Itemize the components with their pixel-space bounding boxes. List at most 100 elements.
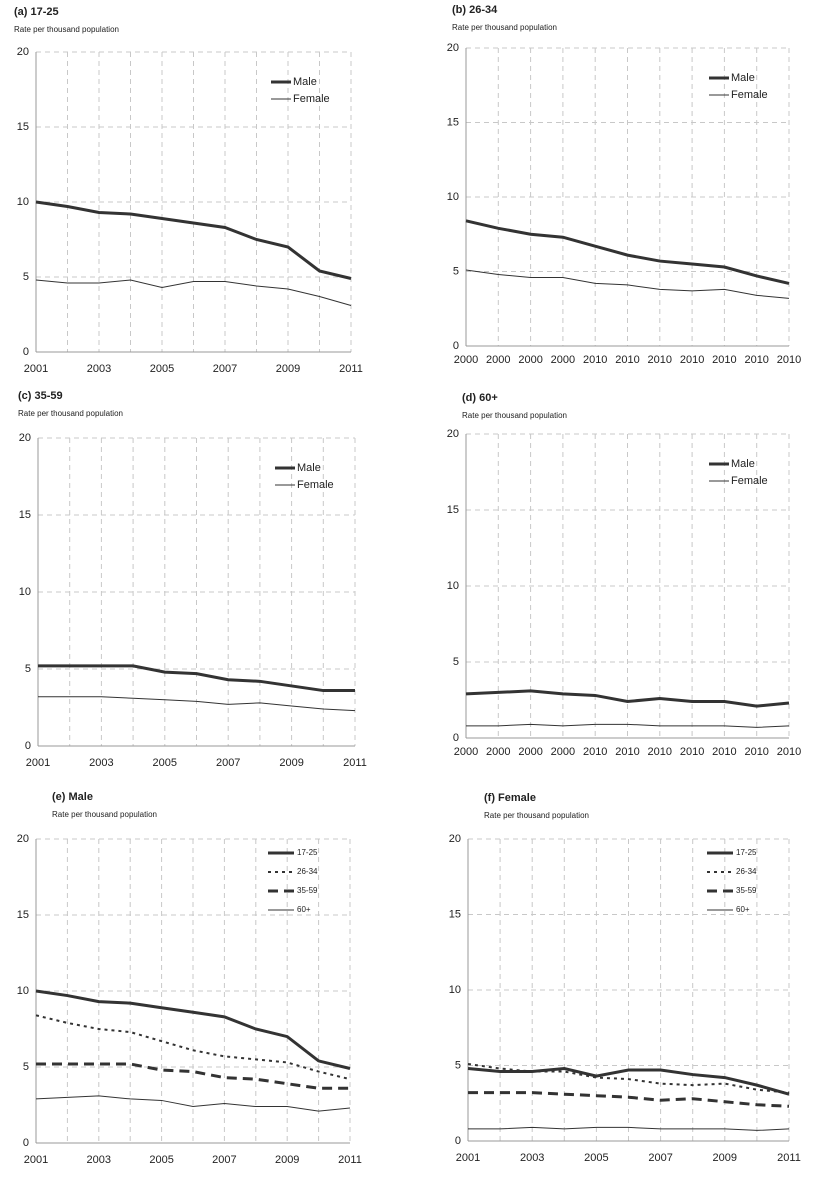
x-tick-label: 2011	[777, 1152, 801, 1164]
legend-label: Female	[731, 475, 768, 487]
x-tick-label: 2001	[26, 757, 50, 769]
y-tick-label: 5	[453, 656, 459, 668]
chart-subtitle: Rate per thousand population	[14, 25, 119, 34]
series-line	[468, 1091, 790, 1108]
y-tick-label: 20	[449, 833, 461, 845]
chart-subtitle: Rate per thousand population	[452, 23, 557, 32]
series-line	[465, 269, 790, 299]
y-tick-label: 5	[25, 663, 31, 675]
x-tick-label: 2007	[216, 757, 240, 769]
y-tick-label: 5	[453, 265, 459, 277]
x-tick-label: 2003	[87, 363, 111, 375]
x-tick-label: 2007	[648, 1152, 672, 1164]
x-tick-label: 2010	[744, 354, 768, 366]
y-tick-label: 20	[19, 432, 31, 444]
legend-label: Male	[297, 462, 321, 474]
legend-label: Male	[731, 72, 755, 84]
series-line	[465, 689, 790, 708]
x-tick-label: 2011	[338, 1154, 362, 1166]
x-tick-label: 2009	[279, 757, 303, 769]
x-tick-label: 2007	[212, 1154, 236, 1166]
series-line	[467, 1062, 790, 1094]
y-tick-label: 0	[25, 740, 31, 752]
x-tick-label: 2003	[87, 1154, 111, 1166]
legend-label: 17-25	[736, 848, 757, 857]
y-tick-label: 20	[17, 833, 29, 845]
x-tick-label: 2010	[583, 354, 607, 366]
y-tick-label: 0	[453, 340, 459, 352]
legend-label: 35-59	[297, 886, 318, 895]
series-line	[468, 1126, 790, 1131]
x-tick-label: 2000	[551, 354, 575, 366]
y-tick-label: 10	[449, 984, 461, 996]
y-tick-label: 10	[17, 985, 29, 997]
y-tick-label: 15	[17, 909, 29, 921]
y-tick-label: 15	[447, 116, 459, 128]
x-tick-label: 2001	[24, 363, 48, 375]
x-tick-label: 2005	[153, 757, 177, 769]
chart-subtitle: Rate per thousand population	[18, 409, 123, 418]
x-tick-label: 2000	[454, 746, 478, 758]
y-tick-label: 10	[447, 191, 459, 203]
x-tick-label: 2010	[744, 746, 768, 758]
y-tick-label: 10	[17, 196, 29, 208]
x-tick-label: 2001	[24, 1154, 48, 1166]
x-tick-label: 2010	[648, 746, 672, 758]
chart-subtitle: Rate per thousand population	[484, 811, 589, 820]
x-tick-label: 2000	[486, 746, 510, 758]
y-tick-label: 0	[455, 1135, 461, 1147]
x-tick-label: 2010	[680, 354, 704, 366]
y-tick-label: 0	[23, 1137, 29, 1149]
x-tick-label: 2003	[520, 1152, 544, 1164]
legend-label: Female	[297, 479, 334, 491]
x-tick-label: 2005	[150, 363, 174, 375]
x-tick-label: 2003	[89, 757, 113, 769]
legend-label: 60+	[736, 905, 750, 914]
x-tick-label: 2010	[648, 354, 672, 366]
series-line	[38, 664, 355, 693]
x-tick-label: 2009	[713, 1152, 737, 1164]
x-tick-label: 2000	[454, 354, 478, 366]
x-tick-label: 2010	[680, 746, 704, 758]
chart-title: (d) 60+	[462, 392, 498, 404]
y-tick-label: 10	[447, 580, 459, 592]
chart-title: (f) Female	[484, 792, 536, 804]
series-line	[465, 219, 790, 285]
series-line	[35, 1095, 351, 1112]
series-line	[35, 279, 352, 306]
x-tick-label: 2010	[615, 746, 639, 758]
x-tick-label: 2010	[583, 746, 607, 758]
x-tick-label: 2001	[456, 1152, 480, 1164]
legend-label: Female	[293, 93, 330, 105]
x-tick-label: 2009	[276, 363, 300, 375]
y-tick-label: 20	[17, 46, 29, 58]
x-tick-label: 2000	[551, 746, 575, 758]
series-line	[466, 723, 790, 728]
legend-label: Female	[731, 89, 768, 101]
series-line	[35, 1014, 351, 1081]
series-line	[36, 1062, 350, 1090]
y-tick-label: 20	[447, 428, 459, 440]
y-tick-label: 5	[455, 1059, 461, 1071]
y-tick-label: 20	[447, 42, 459, 54]
y-tick-label: 5	[23, 1061, 29, 1073]
x-tick-label: 2010	[712, 746, 736, 758]
legend-label: 26-34	[736, 867, 757, 876]
series-line	[467, 1067, 790, 1096]
x-tick-label: 2005	[584, 1152, 608, 1164]
legend-label: 17-25	[297, 848, 318, 857]
legend-label: 35-59	[736, 886, 757, 895]
y-tick-label: 0	[23, 346, 29, 358]
y-tick-label: 10	[19, 586, 31, 598]
x-tick-label: 2010	[777, 746, 801, 758]
x-tick-label: 2011	[339, 363, 363, 375]
chart-subtitle: Rate per thousand population	[52, 810, 157, 819]
series-line	[38, 696, 356, 712]
y-tick-label: 15	[449, 908, 461, 920]
x-tick-label: 2000	[518, 354, 542, 366]
x-tick-label: 2010	[712, 354, 736, 366]
series-line	[35, 200, 352, 280]
x-tick-label: 2010	[615, 354, 639, 366]
x-tick-label: 2011	[343, 757, 367, 769]
x-tick-label: 2000	[486, 354, 510, 366]
